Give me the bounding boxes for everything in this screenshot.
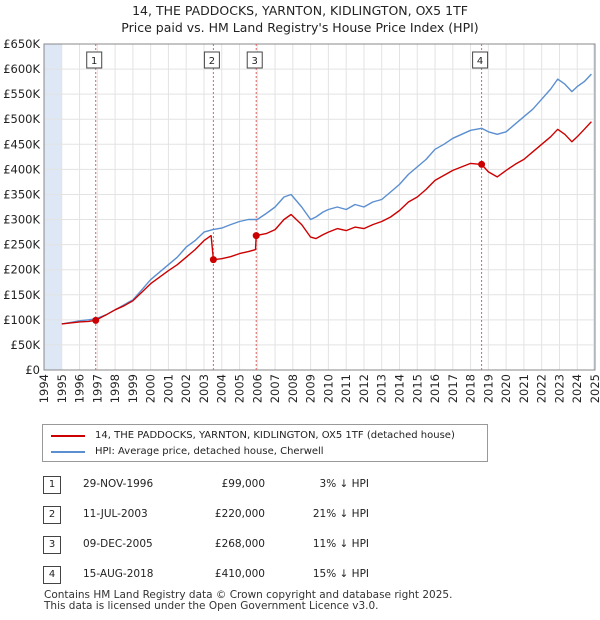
- legend: 14, THE PADDOCKS, YARNTON, KIDLINGTON, O…: [42, 424, 488, 462]
- y-tick-label: £450K: [3, 137, 40, 151]
- x-tick-label: 2010: [321, 374, 335, 403]
- transaction-row: 1 29-NOV-1996 £99,000 3% ↓ HPI: [43, 476, 383, 496]
- x-tick-label: 2017: [446, 374, 460, 403]
- legend-label-property: 14, THE PADDOCKS, YARNTON, KIDLINGTON, O…: [95, 430, 455, 441]
- x-tick-label: 1995: [55, 374, 69, 403]
- transaction-price: £99,000: [221, 478, 265, 490]
- sale-marker-box: [203, 51, 220, 69]
- sale-marker-box: [472, 51, 489, 69]
- transaction-hpi-diff: 15% ↓ HPI: [312, 568, 369, 580]
- footer-line2: This data is licensed under the Open Gov…: [44, 600, 379, 612]
- x-tick-label: 2016: [428, 374, 442, 403]
- shaded-range: [44, 44, 62, 370]
- x-tick-label: 1996: [73, 374, 87, 403]
- x-tick-label: 2001: [161, 374, 175, 403]
- x-tick-label: 2014: [392, 374, 406, 403]
- transaction-num: 4: [43, 566, 61, 584]
- x-tick-label: 2011: [339, 374, 353, 403]
- sale-point: [209, 256, 217, 264]
- x-tick-label: 2002: [179, 374, 193, 403]
- x-tick-label: 2025: [588, 374, 600, 403]
- y-tick-label: £0: [25, 363, 40, 377]
- legend-row-property: 14, THE PADDOCKS, YARNTON, KIDLINGTON, O…: [51, 430, 455, 441]
- plot-frame: [43, 43, 596, 371]
- x-tick-label: 1999: [126, 374, 140, 403]
- transaction-num: 3: [43, 536, 61, 554]
- legend-label-hpi: HPI: Average price, detached house, Cher…: [95, 446, 324, 457]
- y-tick-label: £100K: [3, 313, 40, 327]
- x-tick-label: 1994: [37, 374, 51, 403]
- y-tick-label: £500K: [3, 112, 40, 126]
- sale-point: [478, 160, 486, 168]
- sale-marker-label: 2: [209, 56, 215, 67]
- y-tick-label: £150K: [3, 288, 40, 302]
- x-tick-label: 2009: [304, 374, 318, 403]
- y-tick-label: £50K: [11, 338, 41, 352]
- chart-svg: £0 £50K £100K £150K £200K £250K £300K £350K £400…: [3, 37, 600, 403]
- property-line: [61, 121, 592, 325]
- x-tick-label: 2021: [517, 374, 531, 403]
- sale-marker-label: 1: [91, 56, 97, 67]
- x-tick-label: 2019: [481, 374, 495, 403]
- transaction-hpi-diff: 21% ↓ HPI: [312, 508, 369, 520]
- transaction-hpi-diff: 11% ↓ HPI: [312, 538, 369, 550]
- sale-marker-box: [86, 51, 103, 69]
- x-tick-label: 2018: [464, 374, 478, 403]
- legend-row-hpi: HPI: Average price, detached house, Cher…: [51, 446, 324, 457]
- legend-swatch-hpi: [51, 450, 85, 453]
- chart-title-line2: Price paid vs. HM Land Registry's House …: [121, 20, 479, 35]
- transaction-date: 11-JUL-2003: [83, 508, 148, 520]
- y-tick-label: £300K: [3, 213, 40, 227]
- x-tick-label: 2024: [570, 374, 584, 403]
- footer: Contains HM Land Registry data © Crown c…: [44, 590, 452, 612]
- transaction-date: 15-AUG-2018: [83, 568, 154, 580]
- transaction-price: £410,000: [214, 568, 265, 580]
- x-tick-label: 2023: [552, 374, 566, 403]
- y-tick-label: £650K: [3, 37, 40, 51]
- sale-marker-box: [246, 51, 263, 69]
- footer-line1: Contains HM Land Registry data © Crown c…: [44, 589, 453, 601]
- sale-marker-label: 3: [252, 56, 258, 67]
- shaded-range: [593, 44, 595, 370]
- sale-marker-label: 4: [477, 56, 483, 67]
- transaction-row: 3 09-DEC-2005 £268,000 11% ↓ HPI: [43, 536, 383, 556]
- x-tick-label: 2003: [197, 374, 211, 403]
- transaction-row: 2 11-JUL-2003 £220,000 21% ↓ HPI: [43, 506, 383, 526]
- chart-title: 14, THE PADDOCKS, YARNTON, KIDLINGTON, O…: [0, 2, 600, 36]
- x-tick-label: 1998: [108, 374, 122, 403]
- y-tick-label: £350K: [3, 187, 40, 201]
- transaction-row: 4 15-AUG-2018 £410,000 15% ↓ HPI: [43, 566, 383, 586]
- transaction-price: £220,000: [214, 508, 265, 520]
- y-tick-label: £250K: [3, 238, 40, 252]
- x-tick-label: 2012: [357, 374, 371, 403]
- x-tick-label: 2004: [215, 374, 229, 403]
- hpi-line: [61, 73, 592, 325]
- y-tick-label: £600K: [3, 62, 40, 76]
- transaction-num: 2: [43, 506, 61, 524]
- transaction-date: 09-DEC-2005: [83, 538, 153, 550]
- transaction-hpi-diff: 3% ↓ HPI: [319, 478, 369, 490]
- x-tick-label: 2005: [233, 374, 247, 403]
- sale-point: [92, 316, 100, 324]
- x-tick-label: 2013: [375, 374, 389, 403]
- x-tick-label: 2015: [410, 374, 424, 403]
- y-tick-label: £400K: [3, 162, 40, 176]
- transaction-price: £268,000: [214, 538, 265, 550]
- x-tick-label: 2020: [499, 374, 513, 403]
- transaction-num: 1: [43, 476, 61, 494]
- x-tick-label: 2008: [286, 374, 300, 403]
- chart-title-line1: 14, THE PADDOCKS, YARNTON, KIDLINGTON, O…: [132, 3, 468, 18]
- y-tick-label: £200K: [3, 263, 40, 277]
- transaction-date: 29-NOV-1996: [83, 478, 154, 490]
- legend-swatch-property: [51, 434, 85, 437]
- x-tick-label: 2000: [144, 374, 158, 403]
- sale-point: [252, 232, 260, 240]
- x-tick-label: 2006: [250, 374, 264, 403]
- x-tick-label: 2022: [535, 374, 549, 403]
- y-tick-label: £550K: [3, 87, 40, 101]
- x-tick-label: 1997: [90, 374, 104, 403]
- x-tick-label: 2007: [268, 374, 282, 403]
